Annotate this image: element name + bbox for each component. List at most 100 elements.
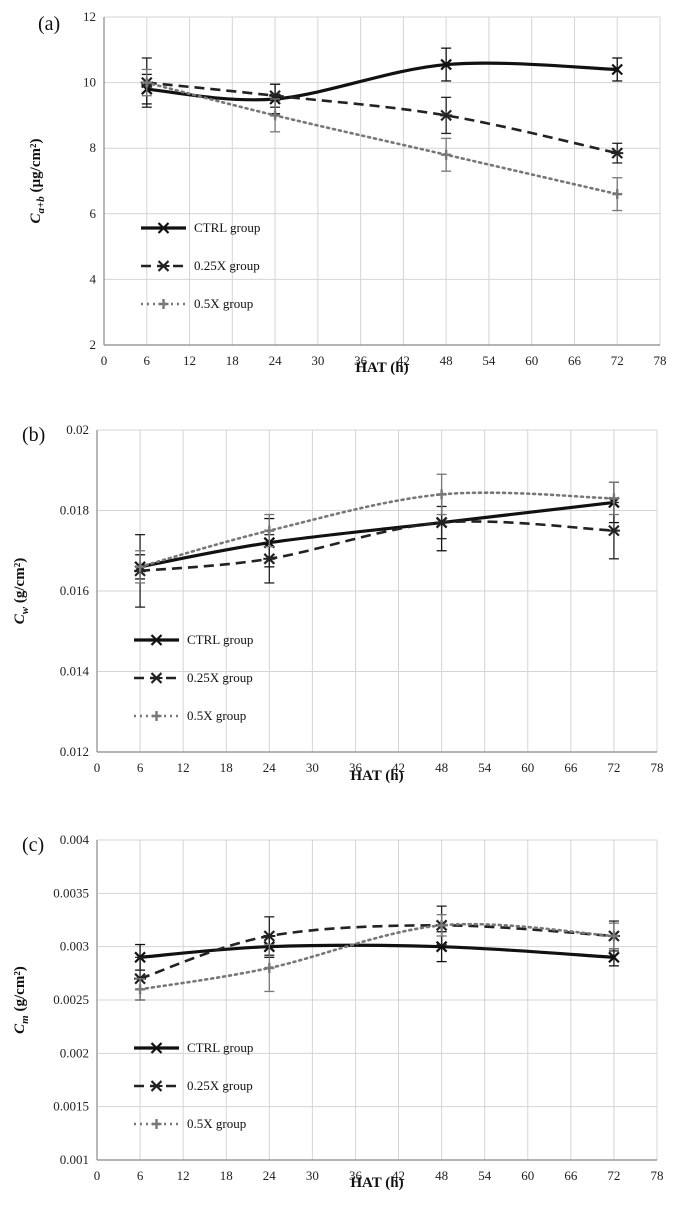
- panel-a-y-tick-label: 6: [90, 206, 97, 221]
- panel-a-series-2-point: [440, 109, 453, 122]
- panel-b-series-3-point: [608, 493, 619, 504]
- panel-b-y-tick-label: 0.012: [60, 744, 89, 759]
- panel-c-x-tick-label: 36: [349, 1168, 363, 1183]
- panel-a-label: (a): [38, 13, 60, 35]
- panel-c-x-tick-label: 6: [137, 1168, 144, 1183]
- panel-c-y-tick-label: 0.003: [60, 939, 89, 954]
- panel-c-x-tick-label: 60: [521, 1168, 534, 1183]
- panel-b-legend-marker: [150, 634, 163, 646]
- panel-a-series-3-point: [441, 149, 452, 160]
- panel-c-tick-labels: 0 6 12 18 24 30 36 42 48 54 60 66 72 78 0.001 0.0015 0.0…: [53, 832, 663, 1183]
- panel-c-legend-marker: [151, 1119, 162, 1129]
- panel-a-legend-marker: [157, 260, 170, 272]
- panel-b-series-2-point: [263, 553, 276, 565]
- panel-a-series-2-line: [146, 81, 618, 155]
- panel-b-tick-labels: 0 6 12 18 24 30 36 42 48 54 60 66 72 78 0.012 0.014 0.01…: [60, 422, 664, 775]
- panel-a-series-3-point: [270, 110, 281, 121]
- panel-a-series-1-line: [146, 61, 618, 102]
- panel-a-series-3: [141, 68, 623, 212]
- panel-a-y-axis-label: Ca+b (µg/cm²): [28, 138, 47, 223]
- panel-c-series-3-point: [264, 963, 275, 973]
- panel-c-y-tick-label: 0.0015: [53, 1099, 89, 1114]
- panel-b-x-tick-label: 30: [306, 760, 319, 775]
- panel-b-legend-label: 0.5X group: [187, 708, 246, 723]
- panel-b-x-tick-label: 60: [521, 760, 534, 775]
- panel-a-y-tick-label: 12: [83, 9, 96, 24]
- panel-b-y-axis-label-sub: w: [19, 606, 31, 614]
- panel-c-grid: [97, 839, 658, 1160]
- panel-a-y-axis-label-sub: a+b: [35, 196, 47, 214]
- panel-c-y-axis-label: Cm (g/cm²): [12, 966, 31, 1034]
- panel-b-x-tick-label: 48: [435, 760, 448, 775]
- panel-b-x-tick-label: 12: [177, 760, 190, 775]
- panel-b-x-tick-label: 78: [651, 760, 664, 775]
- panel-a-series-3-line: [145, 81, 619, 196]
- panel-b-grid: [97, 429, 658, 752]
- panel-b-legend-marker: [150, 672, 163, 684]
- panel-a-series-3-point: [612, 189, 623, 200]
- panel-a-x-tick-label: 78: [654, 353, 667, 368]
- panel-a-legend-label: CTRL group: [194, 220, 260, 235]
- panel-b-series-3-line: [138, 491, 616, 569]
- panel-a-y-tick-label: 2: [90, 337, 97, 352]
- panel-b-series-2-point: [607, 524, 620, 537]
- panel-c-series-1-line: [139, 943, 615, 959]
- panel-a-x-tick-label: 24: [269, 353, 283, 368]
- panel-c-x-tick-label: 72: [607, 1168, 620, 1183]
- panel-a-x-tick-label: 54: [482, 353, 496, 368]
- panel-a: 0 6 12 18 24 30 36 42 48 54 60 66 72 7824681012(a)HAT…: [28, 9, 667, 376]
- panel-c-series-1-marker-stroke-2: [608, 951, 620, 964]
- panel-b-x-tick-label: 54: [478, 760, 492, 775]
- panel-a-legend-marker-stroke-2: [157, 222, 170, 234]
- panel-a-series-1: [140, 47, 624, 115]
- panel-c-series-1-point: [435, 940, 448, 953]
- panel-c-series-3-line: [138, 922, 616, 991]
- panel-b-legend-label: CTRL group: [187, 632, 253, 647]
- panel-b-x-tick-label: 66: [564, 760, 578, 775]
- panel-c-series-2-line: [139, 924, 615, 980]
- panel-b-series-2-line: [139, 520, 614, 573]
- panel-a-legend-marker: [157, 222, 170, 234]
- panel-c-legend-marker: [150, 1042, 163, 1054]
- panel-a-series-1-marker-stroke-2: [440, 58, 452, 71]
- panel-c-x-tick-label: 42: [392, 1168, 405, 1183]
- panel-b-label: (b): [22, 424, 45, 446]
- panel-a-series-2: [140, 57, 624, 164]
- panel-b-legend-label: 0.25X group: [187, 670, 253, 685]
- panel-c-x-tick-label: 30: [306, 1168, 319, 1183]
- panel-a-series-1-point: [611, 63, 624, 76]
- panel-c-series-1-point: [608, 951, 620, 964]
- panel-a-x-tick-label: 42: [397, 353, 410, 368]
- panel-a-y-axis-label-main: C: [28, 213, 44, 224]
- panel-b-y-tick-label: 0.02: [66, 422, 89, 437]
- panel-a-x-tick-label: 30: [311, 353, 324, 368]
- panel-c-y-axis-label-unit: (g/cm²): [12, 966, 28, 1015]
- panel-c-legend-marker-stroke-2: [150, 1042, 163, 1054]
- panel-c-legend: CTRL group 0.25X group 0.5X group: [134, 1040, 253, 1131]
- panel-b-series-1: [134, 481, 620, 580]
- panel-b-x-tick-label: 72: [607, 760, 620, 775]
- panel-a-series-3-point: [141, 77, 152, 88]
- panel-c-series-3-point: [436, 920, 447, 931]
- panel-c-y-tick-label: 0.004: [60, 832, 90, 847]
- panel-a-series-2-point: [611, 147, 624, 159]
- panel-b-y-axis-label-main: C: [12, 613, 28, 624]
- panel-b-series-3-point: [436, 489, 447, 500]
- panel-b-legend-marker-stroke-2: [150, 634, 163, 646]
- panel-b: 0 6 12 18 24 30 36 42 48 54 60 66 72 78 0.012 0.014 0.01…: [12, 422, 664, 784]
- panel-c-series-3-point: [608, 931, 619, 941]
- panel-a-legend-marker: [158, 299, 169, 309]
- panel-a-x-tick-label: 66: [568, 353, 582, 368]
- panel-c-series-3: [135, 914, 619, 1001]
- panel-b-x-tick-label: 42: [392, 760, 405, 775]
- panel-a-x-axis-label: HAT (h): [355, 360, 408, 376]
- panel-c-legend-marker: [150, 1080, 163, 1092]
- panel-a-x-tick-label: 60: [525, 353, 538, 368]
- panel-c-y-tick-label: 0.001: [60, 1152, 89, 1167]
- panel-b-x-tick-label: 6: [137, 760, 144, 775]
- panel-a-series-1-point: [440, 58, 452, 71]
- panel-a-series-1-marker-stroke-2: [611, 63, 624, 76]
- panel-c-x-tick-label: 0: [94, 1168, 101, 1183]
